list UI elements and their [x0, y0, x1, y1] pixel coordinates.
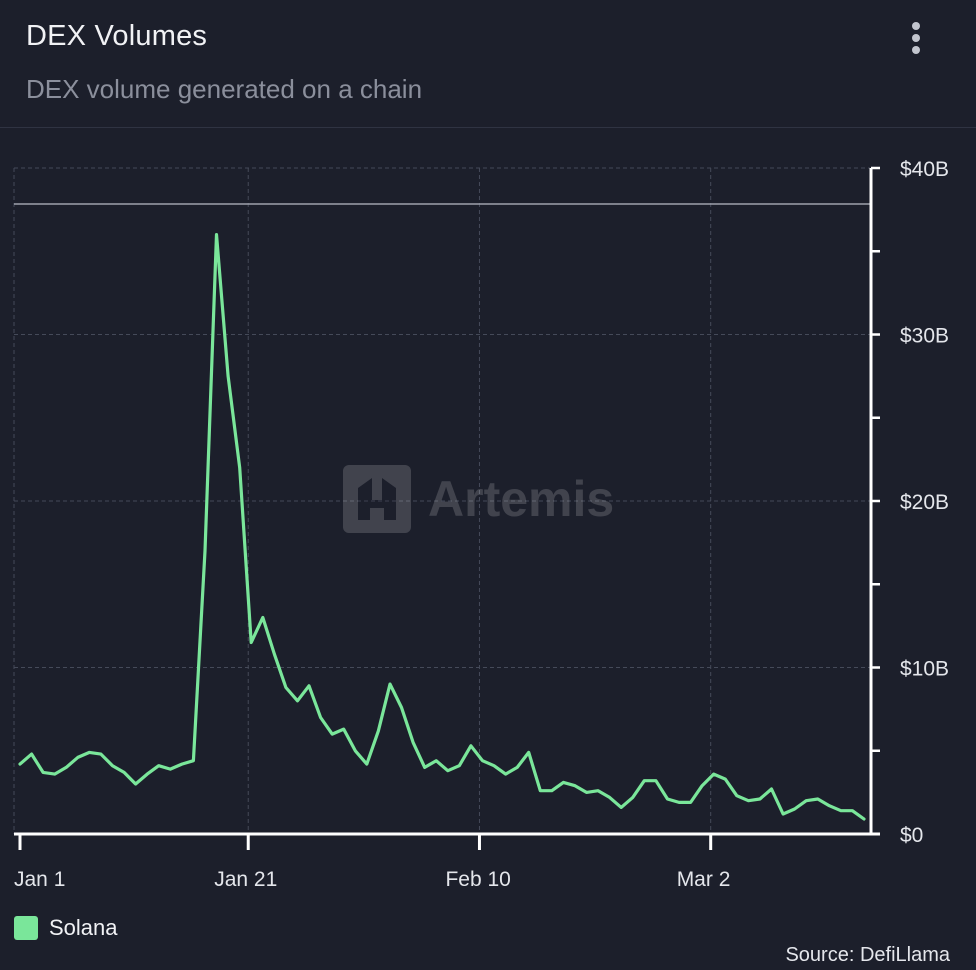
chart-subtitle: DEX volume generated on a chain: [26, 74, 423, 104]
x-tick-label: Jan 21: [214, 868, 277, 891]
legend-label: Solana: [49, 915, 118, 940]
artemis-logo-icon: [343, 465, 411, 533]
x-tick-label: Jan 1: [14, 868, 65, 891]
y-tick-label: $0: [900, 824, 923, 847]
legend-item-solana[interactable]: Solana: [14, 914, 118, 942]
series-line-solana: [18, 232, 866, 821]
more-options-button[interactable]: [900, 18, 932, 58]
artemis-watermark: Artemis: [343, 465, 614, 533]
chart-grid: [13, 167, 870, 834]
x-tick-label: Feb 10: [445, 868, 510, 891]
y-tick-label: $20B: [900, 491, 949, 514]
chart-series: [18, 232, 866, 821]
y-tick-label: $10B: [900, 658, 949, 681]
source-label: Source: DefiLlama: [785, 944, 950, 966]
legend-swatch: [14, 916, 38, 940]
chart-title: DEX Volumes: [26, 20, 208, 52]
x-tick-label: Mar 2: [677, 868, 731, 891]
chart-header: DEX Volumes DEX volume generated on a ch…: [0, 0, 976, 128]
dex-volume-chart: Artemis $0 $10B $20B $30B $40B Jan 1 Jan 21 Feb…: [13, 158, 949, 891]
watermark-text: Artemis: [428, 471, 614, 527]
y-tick-label: $30B: [900, 325, 949, 348]
y-tick-label: $40B: [900, 158, 949, 181]
chart-axes: $0 $10B $20B $30B $40B Jan 1 Jan 21 Feb 10 Mar 2: [14, 158, 949, 891]
